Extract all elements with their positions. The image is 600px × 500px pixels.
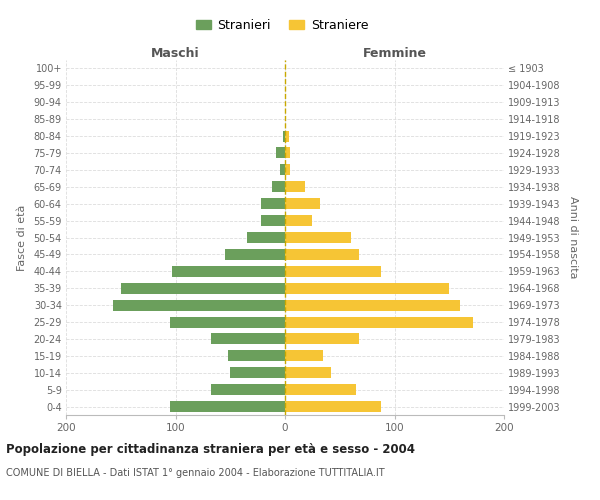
Bar	[261, 215, 285, 226]
Text: Femmine: Femmine	[362, 47, 427, 60]
Bar	[285, 384, 356, 395]
Y-axis label: Fasce di età: Fasce di età	[17, 204, 26, 270]
Bar	[113, 300, 285, 310]
Bar	[228, 350, 285, 362]
Bar	[170, 401, 285, 412]
Bar	[285, 232, 351, 243]
Text: COMUNE DI BIELLA - Dati ISTAT 1° gennaio 2004 - Elaborazione TUTTITALIA.IT: COMUNE DI BIELLA - Dati ISTAT 1° gennaio…	[6, 468, 385, 477]
Bar	[285, 266, 382, 277]
Bar	[211, 334, 285, 344]
Bar	[285, 182, 305, 192]
Bar	[247, 232, 285, 243]
Legend: Stranieri, Straniere: Stranieri, Straniere	[191, 14, 373, 37]
Bar	[225, 249, 285, 260]
Bar	[285, 249, 359, 260]
Bar	[280, 164, 285, 175]
Bar	[285, 367, 331, 378]
Bar	[276, 148, 285, 158]
Bar	[285, 148, 290, 158]
Bar	[285, 198, 320, 209]
Y-axis label: Anni di nascita: Anni di nascita	[568, 196, 578, 279]
Bar	[285, 401, 382, 412]
Bar	[170, 316, 285, 328]
Bar	[230, 367, 285, 378]
Text: Maschi: Maschi	[151, 47, 200, 60]
Bar	[285, 316, 473, 328]
Text: Popolazione per cittadinanza straniera per età e sesso - 2004: Popolazione per cittadinanza straniera p…	[6, 442, 415, 456]
Bar	[285, 350, 323, 362]
Bar	[121, 282, 285, 294]
Bar	[283, 130, 285, 141]
Bar	[285, 334, 359, 344]
Bar	[211, 384, 285, 395]
Bar	[285, 164, 290, 175]
Bar	[285, 300, 460, 310]
Bar	[285, 282, 449, 294]
Bar	[172, 266, 285, 277]
Bar	[272, 182, 285, 192]
Bar	[261, 198, 285, 209]
Bar	[285, 130, 289, 141]
Bar	[285, 215, 313, 226]
